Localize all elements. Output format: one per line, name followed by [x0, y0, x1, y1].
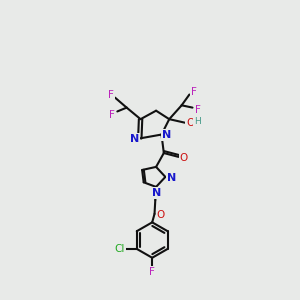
Text: N: N — [167, 173, 176, 183]
Text: F: F — [195, 105, 201, 115]
Text: F: F — [191, 87, 197, 97]
Text: N: N — [162, 130, 172, 140]
Text: O: O — [186, 118, 194, 128]
Text: N: N — [152, 188, 161, 198]
Text: O: O — [157, 210, 165, 220]
Text: F: F — [149, 267, 155, 277]
Text: F: F — [109, 110, 115, 119]
Text: N: N — [130, 134, 139, 144]
Text: Cl: Cl — [115, 244, 125, 254]
Text: F: F — [108, 90, 114, 100]
Text: H: H — [194, 117, 200, 126]
Text: O: O — [180, 153, 188, 163]
